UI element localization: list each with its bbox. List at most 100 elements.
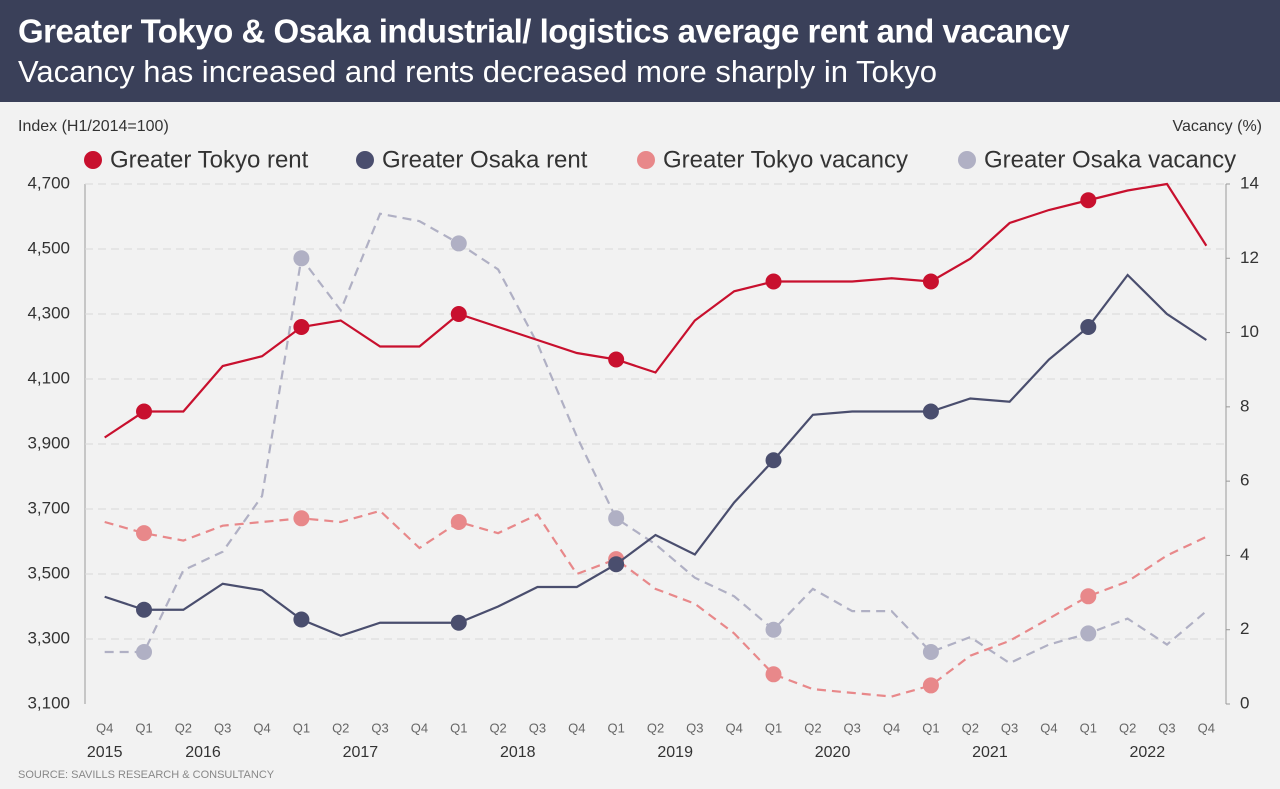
x-tick-label: Q4: [883, 720, 900, 735]
chart-title: Greater Tokyo & Osaka industrial/ logist…: [18, 13, 1070, 50]
x-tick-label: Q3: [1001, 720, 1018, 735]
x-tick-label: Q4: [96, 720, 113, 735]
year-label: 2019: [657, 744, 693, 761]
x-tick-label: Q4: [253, 720, 270, 735]
legend-marker: [356, 151, 374, 169]
legend-label: Greater Osaka vacancy: [984, 146, 1236, 173]
y-tick-label: 3,700: [27, 498, 70, 517]
point-marker: [450, 306, 467, 322]
point-marker: [450, 514, 467, 530]
point-marker: [293, 611, 310, 628]
point-marker: [922, 644, 939, 660]
point-marker: [293, 510, 310, 527]
y2-tick-label: 12: [1240, 248, 1259, 267]
point-marker: [765, 621, 782, 638]
x-tick-label: Q4: [411, 720, 428, 735]
point-marker: [136, 644, 153, 660]
legend-label: Greater Tokyo vacancy: [663, 146, 908, 173]
x-tick-label: Q2: [332, 720, 349, 735]
point-marker: [608, 556, 625, 573]
point-marker: [1080, 319, 1097, 335]
year-label: 2018: [500, 744, 536, 761]
y-tick-label: 3,300: [27, 628, 70, 647]
point-marker: [922, 273, 939, 290]
y2-axis-label: Vacancy (%): [1172, 118, 1262, 135]
year-label: 2022: [1130, 744, 1166, 761]
y2-tick-label: 0: [1240, 693, 1249, 712]
point-marker: [922, 403, 939, 420]
x-tick-label: Q3: [529, 720, 546, 735]
x-tick-label: Q1: [293, 720, 310, 735]
y-tick-label: 4,500: [27, 238, 70, 257]
point-marker: [765, 452, 782, 469]
y-tick-label: 3,100: [27, 693, 70, 712]
series-line: [104, 182, 1208, 439]
y2-tick-label: 2: [1240, 619, 1249, 638]
year-label: 2015: [87, 744, 123, 761]
y-tick-label: 4,700: [27, 173, 70, 192]
header-bar: [0, 0, 1280, 102]
legend-marker: [637, 151, 655, 169]
x-tick-label: Q3: [214, 720, 231, 735]
y2-tick-label: 4: [1240, 545, 1249, 564]
x-tick-label: Q2: [647, 720, 664, 735]
y-axis-label: Index (H1/2014=100): [18, 118, 169, 135]
point-marker: [765, 273, 782, 290]
year-label: 2017: [343, 744, 379, 761]
y-tick-label: 4,300: [27, 303, 70, 322]
x-tick-label: Q2: [489, 720, 506, 735]
series-line: [104, 273, 1207, 637]
x-tick-label: Q4: [726, 720, 743, 735]
x-tick-label: Q2: [962, 720, 979, 735]
legend-marker: [84, 151, 102, 169]
y2-tick-label: 10: [1240, 322, 1259, 341]
x-tick-label: Q2: [804, 720, 821, 735]
x-tick-label: Q1: [1080, 720, 1097, 735]
point-marker: [293, 250, 310, 267]
point-marker: [450, 614, 467, 631]
x-tick-label: Q2: [175, 720, 192, 735]
x-tick-label: Q1: [607, 720, 624, 735]
point-marker: [136, 525, 153, 542]
point-marker: [136, 403, 153, 420]
x-tick-label: Q3: [371, 720, 388, 735]
x-tick-label: Q4: [568, 720, 585, 735]
x-tick-label: Q1: [135, 720, 152, 735]
year-label: 2016: [185, 744, 221, 761]
x-tick-label: Q3: [686, 720, 703, 735]
point-marker: [608, 510, 625, 527]
source: SOURCE: SAVILLS RESEARCH & CONSULTANCY: [18, 769, 275, 781]
point-marker: [608, 351, 625, 368]
year-label: 2020: [815, 744, 851, 761]
point-marker: [136, 601, 153, 618]
x-tick-label: Q4: [1198, 720, 1215, 735]
y2-tick-label: 8: [1240, 396, 1249, 415]
x-tick-label: Q4: [1040, 720, 1057, 735]
point-marker: [765, 666, 782, 683]
point-marker: [1080, 625, 1097, 642]
year-label: 2021: [972, 744, 1008, 761]
x-tick-label: Q1: [450, 720, 467, 735]
point-marker: [922, 677, 939, 694]
y2-tick-label: 6: [1240, 471, 1249, 490]
x-tick-label: Q3: [844, 720, 861, 735]
point-marker: [1080, 192, 1097, 209]
legend-marker: [958, 151, 976, 169]
legend-label: Greater Osaka rent: [382, 146, 588, 173]
x-tick-label: Q2: [1119, 720, 1136, 735]
legend-label: Greater Tokyo rent: [110, 146, 309, 173]
y2-tick-label: 14: [1240, 173, 1259, 192]
x-tick-label: Q3: [1158, 720, 1175, 735]
y-tick-label: 3,500: [27, 563, 70, 582]
y-tick-label: 3,900: [27, 433, 70, 452]
x-tick-label: Q1: [765, 720, 782, 735]
x-tick-label: Q1: [922, 720, 939, 735]
point-marker: [450, 235, 467, 252]
point-marker: [1080, 588, 1097, 605]
y-tick-label: 4,100: [27, 368, 70, 387]
series-line: [104, 509, 1207, 698]
point-marker: [293, 319, 310, 335]
chart-subtitle: Vacancy has increased and rents decrease…: [18, 54, 937, 89]
